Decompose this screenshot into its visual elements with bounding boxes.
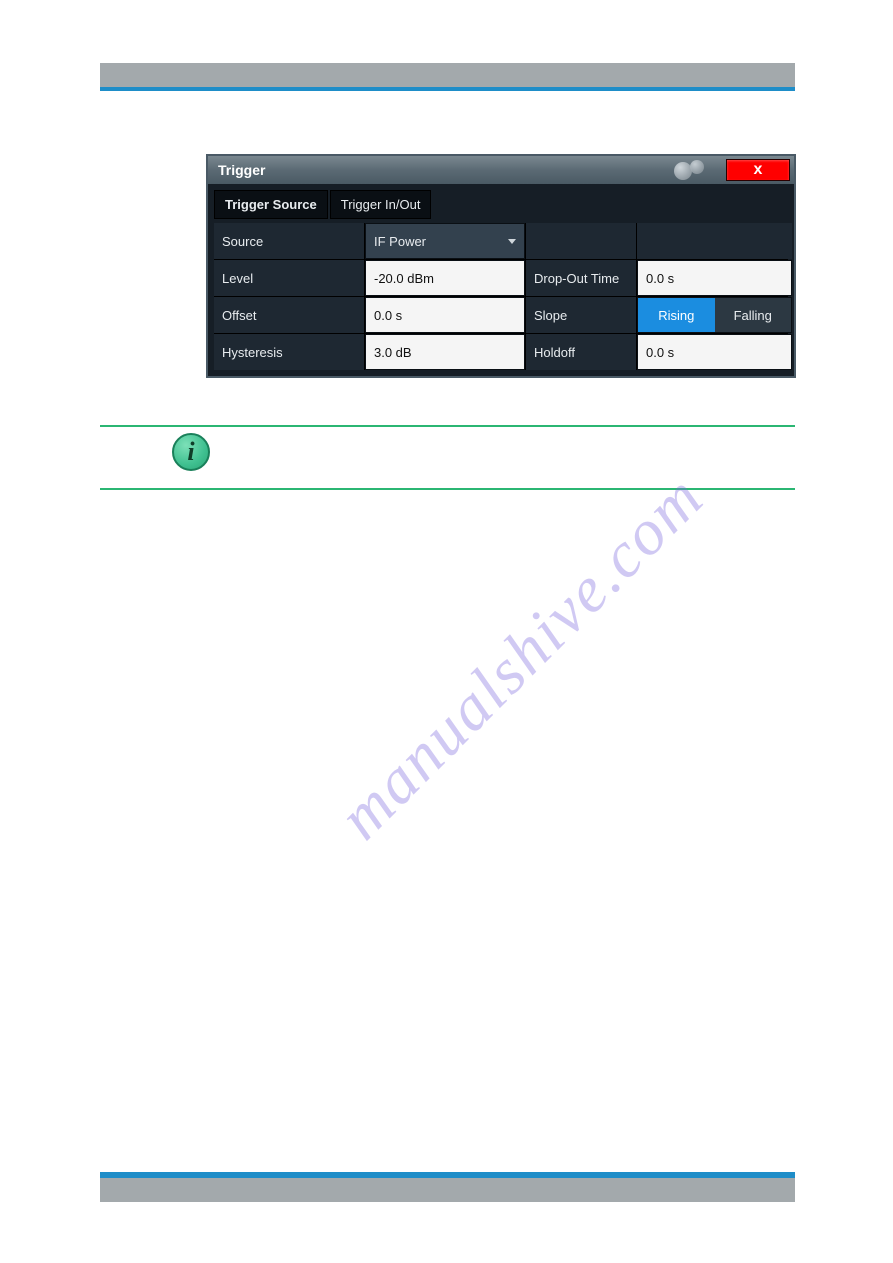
info-icon: i xyxy=(172,433,210,471)
watermark-text: manualshive.com xyxy=(324,460,719,855)
label-level: Level xyxy=(214,260,364,296)
tab-bar: Trigger Source Trigger In/Out xyxy=(214,190,788,219)
label-dropout: Drop-Out Time xyxy=(526,260,636,296)
empty-cell xyxy=(637,223,792,259)
dialog-body: Trigger Source Trigger In/Out Source IF … xyxy=(208,184,794,376)
input-level[interactable]: -20.0 dBm xyxy=(365,260,525,296)
page-top-accent xyxy=(100,87,795,91)
label-slope: Slope xyxy=(526,297,636,333)
form-grid: Source IF Power Level -20.0 dBm Drop-Out… xyxy=(214,223,788,370)
input-dropout[interactable]: 0.0 s xyxy=(637,260,792,296)
trigger-dialog: Trigger x Trigger Source Trigger In/Out … xyxy=(206,154,796,378)
label-offset: Offset xyxy=(214,297,364,333)
label-holdoff: Holdoff xyxy=(526,334,636,370)
close-button[interactable]: x xyxy=(726,159,790,181)
close-icon: x xyxy=(754,161,763,179)
label-hysteresis: Hysteresis xyxy=(214,334,364,370)
info-glyph: i xyxy=(187,437,194,467)
divider-line-top xyxy=(100,425,795,427)
input-offset[interactable]: 0.0 s xyxy=(365,297,525,333)
select-source[interactable]: IF Power xyxy=(365,223,525,259)
toggle-slope: Rising Falling xyxy=(637,297,792,333)
page-top-bar xyxy=(100,63,795,87)
chevron-down-icon xyxy=(508,239,516,244)
select-source-value: IF Power xyxy=(374,234,426,249)
empty-cell xyxy=(526,223,636,259)
toggle-slope-rising[interactable]: Rising xyxy=(638,298,715,332)
toggle-slope-falling[interactable]: Falling xyxy=(715,298,792,332)
divider-line-bottom xyxy=(100,488,795,490)
tab-trigger-source[interactable]: Trigger Source xyxy=(214,190,328,219)
titlebar-decoration-icon xyxy=(674,158,714,182)
label-source: Source xyxy=(214,223,364,259)
input-holdoff[interactable]: 0.0 s xyxy=(637,334,792,370)
input-hysteresis[interactable]: 3.0 dB xyxy=(365,334,525,370)
page-bottom-bar xyxy=(100,1178,795,1202)
dialog-title: Trigger xyxy=(208,162,726,178)
tab-trigger-in-out[interactable]: Trigger In/Out xyxy=(330,190,432,219)
dialog-titlebar[interactable]: Trigger x xyxy=(208,156,794,184)
